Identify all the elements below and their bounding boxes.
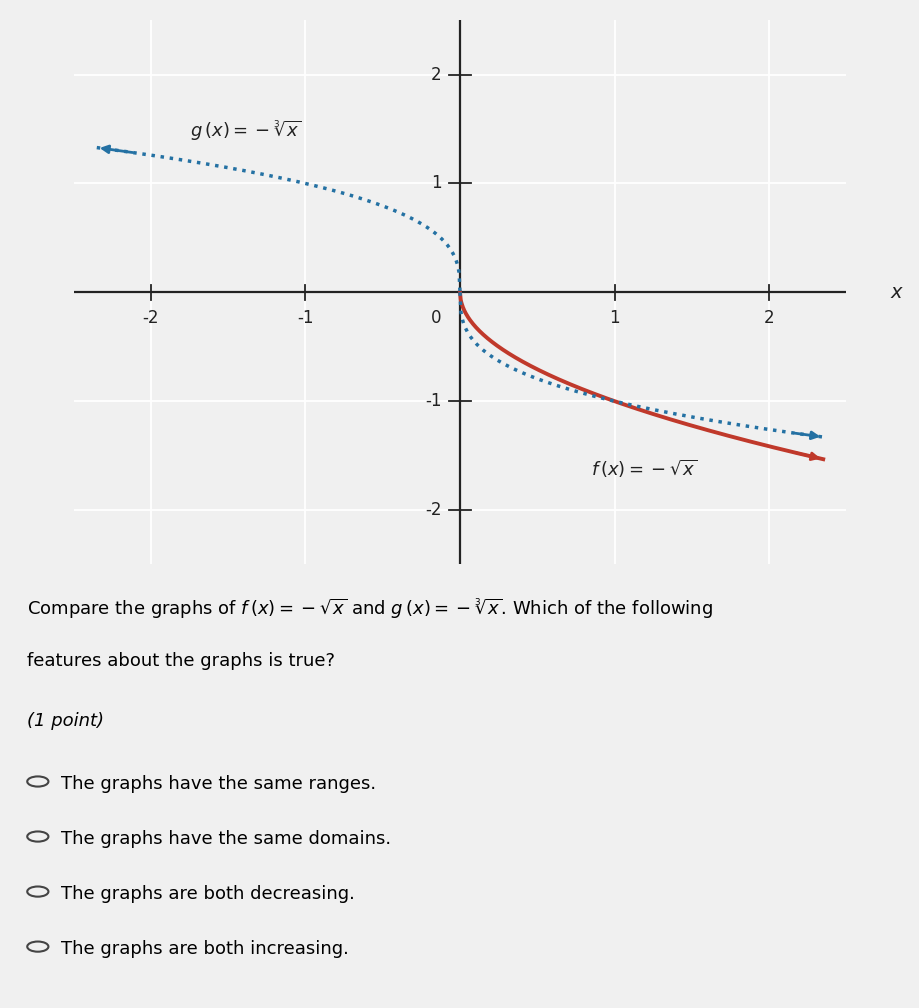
- Text: The graphs have the same ranges.: The graphs have the same ranges.: [61, 775, 376, 793]
- Text: $x$: $x$: [889, 283, 902, 301]
- Text: -1: -1: [425, 392, 441, 410]
- Text: (1 point): (1 point): [28, 712, 104, 730]
- Text: The graphs have the same domains.: The graphs have the same domains.: [61, 831, 391, 848]
- Text: $g\,(x) = -\sqrt[3]{x}$: $g\,(x) = -\sqrt[3]{x}$: [189, 119, 301, 143]
- Text: -1: -1: [297, 308, 313, 327]
- Text: The graphs are both decreasing.: The graphs are both decreasing.: [61, 885, 355, 903]
- Text: The graphs are both increasing.: The graphs are both increasing.: [61, 940, 348, 959]
- Text: 1: 1: [608, 308, 619, 327]
- Text: 1: 1: [430, 174, 441, 193]
- Text: features about the graphs is true?: features about the graphs is true?: [28, 652, 335, 670]
- Text: 2: 2: [763, 308, 774, 327]
- Text: $f\,(x) = -\sqrt{x}$: $f\,(x) = -\sqrt{x}$: [591, 458, 698, 480]
- Text: -2: -2: [425, 501, 441, 519]
- Text: -2: -2: [142, 308, 159, 327]
- Text: 0: 0: [430, 308, 441, 327]
- Text: Compare the graphs of $f\,(x)=-\sqrt{x}$ and $g\,(x)=-\sqrt[3]{x}$. Which of the: Compare the graphs of $f\,(x)=-\sqrt{x}$…: [28, 598, 712, 621]
- Text: 2: 2: [430, 66, 441, 84]
